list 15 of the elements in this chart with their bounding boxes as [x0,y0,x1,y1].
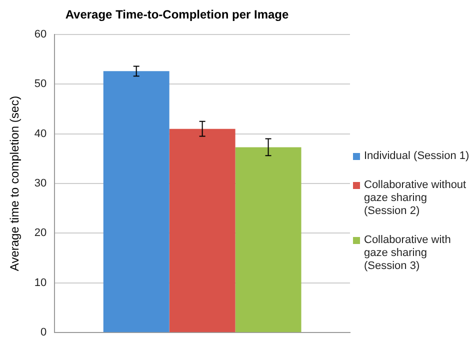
y-tick-label: 40 [34,128,47,140]
y-axis-title: Average time to completion (sec) [8,96,22,272]
bar [103,71,170,332]
legend-label: Individual (Session 1) [364,150,470,163]
y-tick-label: 30 [34,178,47,190]
y-tick-label: 10 [34,276,47,289]
y-tick-label: 60 [34,28,47,40]
bar [169,128,236,332]
y-tick-label: 0 [40,326,47,339]
y-tick-label: 20 [34,227,47,240]
chart-title: Average Time-to-Completion per Image [65,8,290,22]
legend-label: Collaborative without gaze sharing (Session 2) [364,179,468,218]
bar [235,147,302,332]
y-tick-label: 50 [34,78,47,90]
legend-label: Collaborative with gaze sharing (Session 3) [364,234,452,273]
